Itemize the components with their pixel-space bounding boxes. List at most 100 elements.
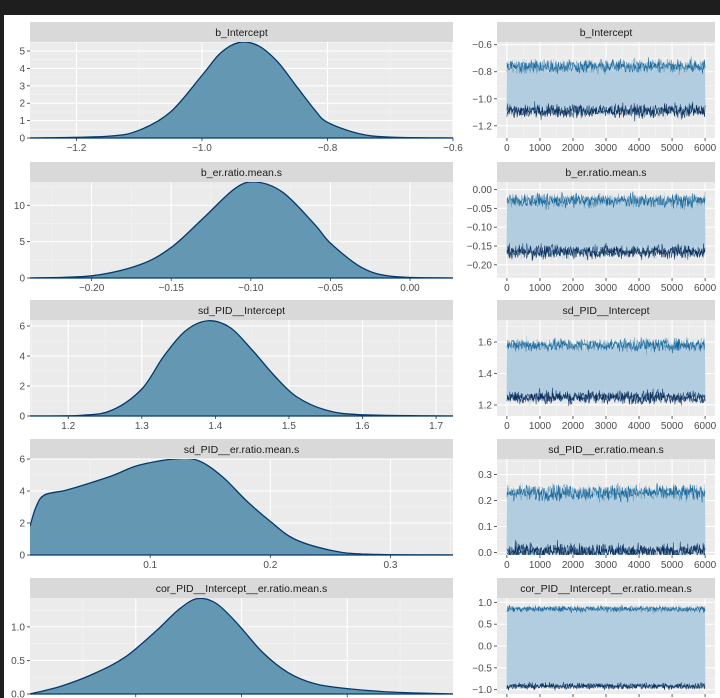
- facet-strip: [497, 22, 715, 42]
- x-tick-label: 3000: [595, 421, 618, 432]
- facet-title: sd_PID__Intercept: [563, 305, 650, 317]
- density-area: [30, 320, 453, 416]
- x-tick-label: −0.10: [238, 283, 264, 294]
- x-tick-label: 4000: [628, 143, 651, 154]
- x-tick-label: 1000: [529, 143, 552, 154]
- x-tick-label: −0.20: [79, 283, 105, 294]
- x-tick-label: 1000: [529, 283, 552, 294]
- facet-strip: [30, 162, 453, 182]
- y-tick-label: 0.3: [478, 470, 492, 481]
- y-tick-label: 0: [19, 551, 25, 562]
- trace-chain-5: [506, 337, 706, 354]
- trace-chain-5: [506, 57, 706, 74]
- y-tick-label: 0: [19, 134, 25, 145]
- x-tick-label: −0.05: [318, 283, 344, 294]
- y-tick-label: 0.5: [11, 656, 25, 667]
- density-panel-5: cor_PID__Intercept__er.ratio.mean.s 0.0 0.…: [11, 578, 453, 698]
- trace-panel-5: cor_PID__Intercept__er.ratio.mean.s 1.0 0.…: [472, 578, 715, 697]
- x-tick-label: −0.8: [318, 143, 338, 154]
- y-tick-label: 2: [19, 382, 25, 393]
- x-tick-label: 2000: [562, 283, 585, 294]
- trace-chain-3: [506, 337, 706, 355]
- trace-chain-2: [506, 482, 706, 555]
- y-tick-label: 1.0: [11, 622, 25, 633]
- density-panel-1: b_Intercept −1.2 −1.0 −0.8 −0.6 0 1 2 3 4 5: [19, 22, 463, 154]
- trace-chain-6: [506, 389, 706, 406]
- x-tick-label: 6000: [694, 143, 717, 154]
- y-tick-label: 4: [19, 352, 25, 363]
- trace-chain-5: [506, 482, 706, 503]
- y-tick-label: −0.6: [472, 40, 492, 51]
- x-tick-label: 1.7: [429, 421, 443, 432]
- x-tick-label: 1.3: [135, 421, 149, 432]
- x-tick-label: 5000: [661, 560, 684, 571]
- x-tick-label: 6000: [694, 421, 717, 432]
- x-tick-label: 1000: [529, 560, 552, 571]
- x-tick-label: 0: [504, 421, 510, 432]
- x-tick-label: 0: [504, 143, 510, 154]
- x-tick-label: −1.0: [192, 143, 212, 154]
- plot-page: b_Intercept −1.2 −1.0 −0.8 −0.6 0 1 2 3 4 5 b_Inter…: [4, 15, 720, 698]
- y-tick-label: 0.0: [478, 548, 492, 559]
- facet-strip: [30, 300, 453, 320]
- facet-title: b_er.ratio.mean.s: [565, 167, 646, 179]
- y-tick-label: −1.2: [472, 121, 492, 132]
- y-tick-label: −1.0: [472, 94, 492, 105]
- trace-chain-6: [506, 539, 706, 555]
- y-tick-label: −1.0: [472, 685, 492, 696]
- x-tick-label: 0: [504, 560, 510, 571]
- x-tick-label: 0.1: [143, 560, 157, 571]
- y-tick-label: 0.0: [11, 690, 25, 698]
- y-tick-label: 2: [19, 99, 25, 110]
- mcmc-plot-figure: b_Intercept−1.2 −1.0 −0.8 −0.6012345b_Inter…: [11, 22, 717, 698]
- y-tick-label: 2: [19, 519, 25, 530]
- x-tick-label: 3000: [595, 143, 618, 154]
- x-tick-label: 0.00: [400, 283, 420, 294]
- density-panel-3: sd_PID__Intercept 1.2 1.3 1.4 1.5 1.6 1.7 0 2 4 6: [19, 300, 453, 432]
- y-tick-label: 1.2: [478, 400, 492, 411]
- y-tick-label: 0.00: [473, 185, 493, 196]
- trace-chain-6: [506, 681, 706, 691]
- trace-chain-6: [506, 242, 706, 261]
- y-tick-label: −0.8: [472, 67, 492, 78]
- x-tick-label: 4000: [628, 283, 651, 294]
- y-tick-label: 1.0: [478, 598, 492, 609]
- density-line: [30, 182, 453, 278]
- facet-title: sd_PID__Intercept: [198, 305, 285, 317]
- y-tick-label: 6: [19, 322, 25, 333]
- x-tick-label: 1.2: [61, 421, 75, 432]
- x-tick-label: 3000: [595, 560, 618, 571]
- x-tick-label: 5000: [661, 421, 684, 432]
- trace-chain-3: [506, 605, 706, 614]
- facet-strip: [497, 439, 715, 459]
- y-tick-label: −0.15: [467, 242, 493, 253]
- facet-title: b_er.ratio.mean.s: [201, 167, 282, 179]
- facet-strip: [497, 300, 715, 320]
- y-tick-label: 1.4: [478, 369, 492, 380]
- x-tick-label: 2000: [562, 560, 585, 571]
- trace-chain-2: [506, 336, 706, 406]
- facet-strip: [30, 22, 453, 42]
- x-tick-label: 0.3: [384, 560, 398, 571]
- trace-panel-1: b_Intercept 0 1000 2000 3000 4000 5000 6000 −0.6…: [472, 22, 717, 154]
- density-line: [30, 598, 453, 694]
- trace-panel-3: sd_PID__Intercept 0 1000 2000 3000 4000 5000 60…: [478, 300, 717, 432]
- density-line: [30, 320, 453, 416]
- x-tick-label: −0.6: [443, 143, 463, 154]
- facet-title: b_Intercept: [215, 27, 268, 39]
- trace-chain-2: [506, 604, 706, 691]
- density-line: [30, 42, 453, 138]
- facet-title: b_Intercept: [580, 27, 633, 39]
- trace-chain-2: [506, 57, 706, 120]
- x-tick-label: 0.2: [263, 560, 277, 571]
- density-area: [30, 42, 453, 138]
- trace-chain-6: [506, 102, 706, 122]
- facet-title: sd_PID__er.ratio.mean.s: [548, 444, 664, 456]
- trace-chain-5: [506, 191, 706, 210]
- facet-strip: [497, 578, 715, 598]
- facet-strip: [497, 162, 715, 182]
- y-tick-label: 5: [19, 237, 25, 248]
- y-tick-label: 1: [19, 116, 25, 127]
- x-tick-label: 6000: [694, 283, 717, 294]
- y-tick-label: 5: [19, 47, 25, 58]
